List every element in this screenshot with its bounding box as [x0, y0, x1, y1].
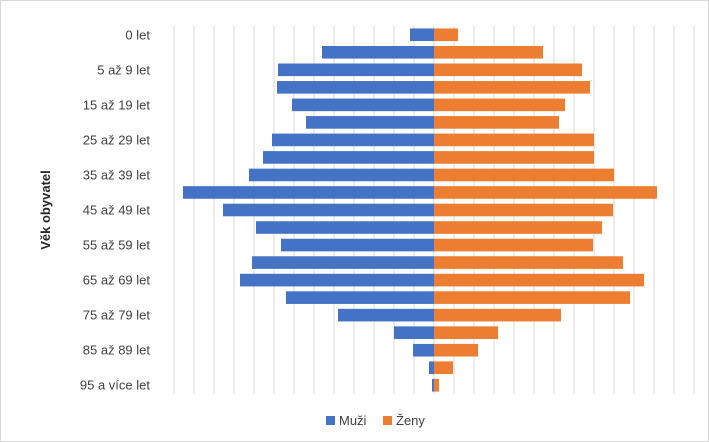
bar-zeny	[434, 63, 582, 77]
bar-muzi	[281, 238, 434, 252]
y-axis-title: Věk obyvatel	[38, 170, 53, 250]
bar-muzi	[394, 326, 434, 339]
bar-muzi	[306, 116, 434, 129]
bar-zeny	[434, 238, 593, 252]
bar-zeny	[434, 81, 590, 94]
bar-zeny	[434, 186, 657, 199]
legend-label: Ženy	[396, 413, 425, 428]
bar-muzi	[277, 81, 434, 94]
bar-zeny	[434, 308, 561, 322]
bar-muzi	[183, 186, 434, 199]
bar-muzi	[252, 256, 434, 269]
y-tick-label: 95 a více let	[80, 378, 150, 393]
bar-muzi	[249, 168, 434, 182]
legend-label: Muži	[339, 413, 367, 428]
bar-muzi	[413, 343, 434, 357]
bars	[183, 28, 657, 392]
y-tick-label: 35 až 39 let	[83, 167, 151, 182]
bar-zeny	[434, 291, 630, 304]
y-tick-label: 0 let	[125, 27, 150, 42]
y-tick-label: 15 až 19 let	[83, 97, 151, 112]
bar-muzi	[338, 308, 434, 322]
bar-zeny	[434, 273, 644, 287]
y-tick-label: 25 až 29 let	[83, 132, 151, 147]
y-tick-label: 75 až 79 let	[83, 308, 151, 323]
bar-zeny	[434, 45, 543, 59]
bar-zeny	[434, 98, 565, 112]
bar-zeny	[434, 343, 478, 357]
bar-zeny	[434, 361, 453, 375]
bar-zeny	[434, 203, 613, 217]
bar-zeny	[434, 221, 602, 234]
bar-muzi	[410, 28, 434, 42]
bar-muzi	[278, 63, 434, 77]
bar-zeny	[434, 326, 498, 339]
bar-zeny	[434, 28, 458, 42]
bar-zeny	[434, 168, 614, 182]
y-tick-label: 5 až 9 let	[97, 62, 150, 77]
bar-zeny	[434, 151, 594, 164]
legend-swatch	[383, 416, 392, 425]
y-tick-label: 55 až 59 let	[83, 238, 151, 253]
bar-muzi	[322, 45, 434, 59]
legend: Muži Ženy	[326, 413, 425, 428]
bar-muzi	[256, 221, 434, 234]
bar-muzi	[292, 98, 434, 112]
bar-zeny	[434, 116, 559, 129]
bar-zeny	[434, 256, 623, 269]
bar-muzi	[432, 378, 434, 392]
y-tick-label: 65 až 69 let	[83, 273, 151, 288]
y-tick-label: 45 až 49 let	[83, 203, 151, 218]
y-tick-labels: 0 let 5 až 9 let 15 až 19 let 25 až 29 let 3…	[80, 27, 150, 392]
bar-muzi	[223, 203, 434, 217]
bar-muzi	[286, 291, 434, 304]
bar-muzi	[240, 273, 434, 287]
bar-muzi	[429, 361, 434, 375]
bar-muzi	[263, 151, 434, 164]
legend-swatch	[326, 416, 335, 425]
y-tick-label: 85 až 89 let	[83, 343, 151, 358]
bar-zeny	[434, 378, 439, 392]
bar-zeny	[434, 133, 594, 147]
bar-muzi	[272, 133, 434, 147]
